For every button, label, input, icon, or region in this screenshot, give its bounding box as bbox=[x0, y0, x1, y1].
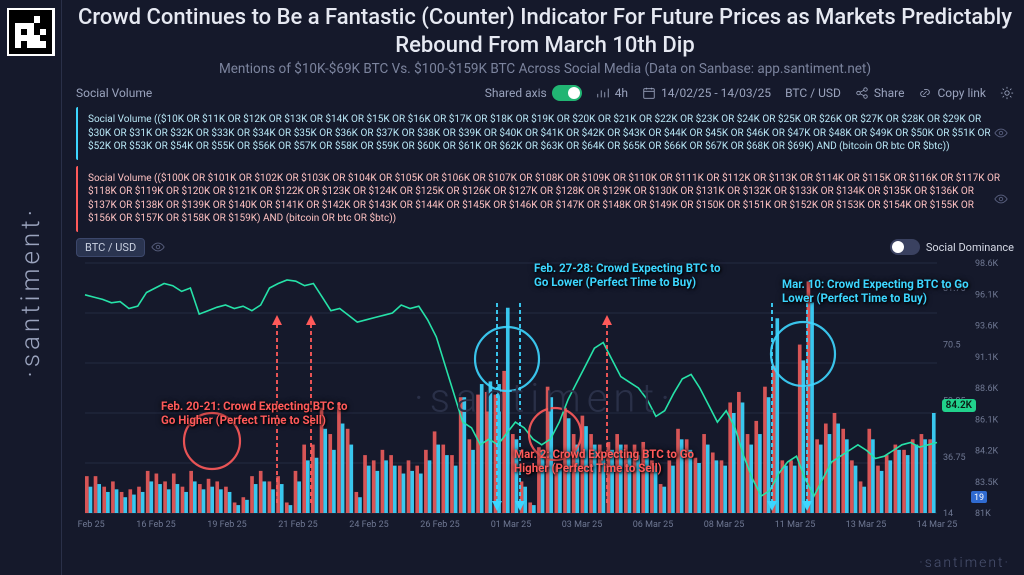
toolbar: Social Volume Shared axis 4h 14/02/25 - … bbox=[76, 85, 1014, 101]
svg-text:03 Mar 25: 03 Mar 25 bbox=[562, 520, 603, 530]
settings-button[interactable] bbox=[1000, 86, 1014, 100]
svg-text:08 Mar 25: 08 Mar 25 bbox=[704, 520, 745, 530]
svg-text:81K: 81K bbox=[975, 509, 991, 519]
svg-text:14: 14 bbox=[943, 509, 953, 519]
svg-text:11 Mar 25: 11 Mar 25 bbox=[775, 520, 816, 530]
qr-code bbox=[7, 8, 55, 56]
left-rail: ·santiment· bbox=[0, 0, 62, 575]
copy-link-button[interactable]: Copy link bbox=[918, 86, 986, 100]
shared-axis-label: Shared axis bbox=[485, 86, 547, 100]
svg-text:91.1K: 91.1K bbox=[975, 352, 999, 362]
pair-chip[interactable]: BTC / USD bbox=[76, 238, 145, 257]
query-low-range: Social Volume (($10K OR $11K OR $12K OR … bbox=[76, 107, 1014, 160]
gear-icon bbox=[1000, 86, 1014, 100]
pair-selector[interactable]: BTC / USD bbox=[785, 86, 841, 100]
svg-text:93.6K: 93.6K bbox=[975, 321, 999, 331]
svg-text:19: 19 bbox=[974, 493, 984, 503]
svg-text:96.1K: 96.1K bbox=[975, 290, 999, 300]
social-volume-chart: 1436.7559.2570.581.7581K83.5K84.2K86.1K8… bbox=[76, 259, 1014, 537]
svg-text:86.1K: 86.1K bbox=[975, 415, 999, 425]
svg-text:21 Feb 25: 21 Feb 25 bbox=[278, 520, 317, 530]
bar-chart-icon bbox=[596, 86, 610, 100]
interval-selector[interactable]: 4h bbox=[596, 86, 628, 100]
chip-row: BTC / USD Social Dominance bbox=[76, 238, 1014, 257]
svg-text:14 Mar 25: 14 Mar 25 bbox=[917, 520, 958, 530]
eye-icon[interactable] bbox=[994, 192, 1008, 206]
main-area: Crowd Continues to Be a Fantastic (Count… bbox=[62, 0, 1024, 575]
date-range-picker[interactable]: 14/02/25 - 14/03/25 bbox=[642, 86, 771, 100]
toggle-on-icon bbox=[552, 85, 582, 101]
brand-vertical: ·santiment· bbox=[16, 206, 46, 378]
svg-text:13 Mar 25: 13 Mar 25 bbox=[846, 520, 887, 530]
svg-text:70.5: 70.5 bbox=[943, 340, 961, 350]
svg-text:24 Feb 25: 24 Feb 25 bbox=[349, 520, 388, 530]
page-title: Crowd Continues to Be a Fantastic (Count… bbox=[76, 4, 1014, 59]
svg-text:14 Feb 25: 14 Feb 25 bbox=[76, 520, 105, 530]
eye-icon[interactable] bbox=[994, 126, 1008, 140]
svg-text:88.6K: 88.6K bbox=[975, 384, 999, 394]
share-button[interactable]: Share bbox=[855, 86, 905, 100]
social-dominance-toggle[interactable]: Social Dominance bbox=[890, 239, 1014, 255]
svg-text:36.75: 36.75 bbox=[943, 452, 966, 462]
watermark-bottom: ·santiment· bbox=[919, 555, 1010, 571]
price-tag: 84.2K bbox=[942, 399, 976, 412]
svg-text:26 Feb 25: 26 Feb 25 bbox=[420, 520, 459, 530]
eye-icon[interactable] bbox=[151, 240, 165, 254]
shared-axis-toggle[interactable]: Shared axis bbox=[485, 85, 582, 101]
metric-label: Social Volume bbox=[76, 86, 152, 100]
svg-text:83.5K: 83.5K bbox=[975, 477, 999, 487]
svg-text:16 Feb 25: 16 Feb 25 bbox=[136, 520, 175, 530]
link-icon bbox=[918, 86, 932, 100]
page-subtitle: Mentions of $10K-$69K BTC Vs. $100-$159K… bbox=[76, 61, 1014, 77]
chart-container: ·santiment· 1436.7559.2570.581.7581K83.5… bbox=[76, 259, 1014, 537]
toggle-off-icon bbox=[890, 239, 920, 255]
svg-text:19 Feb 25: 19 Feb 25 bbox=[207, 520, 246, 530]
svg-text:98.6K: 98.6K bbox=[975, 259, 999, 269]
svg-text:01 Mar 25: 01 Mar 25 bbox=[491, 520, 532, 530]
svg-text:81.75: 81.75 bbox=[943, 284, 966, 294]
svg-text:06 Mar 25: 06 Mar 25 bbox=[633, 520, 674, 530]
query-high-range: Social Volume (($100K OR $101K OR $102K … bbox=[76, 166, 1014, 232]
svg-text:84.2K: 84.2K bbox=[975, 446, 999, 456]
share-icon bbox=[855, 86, 869, 100]
calendar-icon bbox=[642, 86, 656, 100]
